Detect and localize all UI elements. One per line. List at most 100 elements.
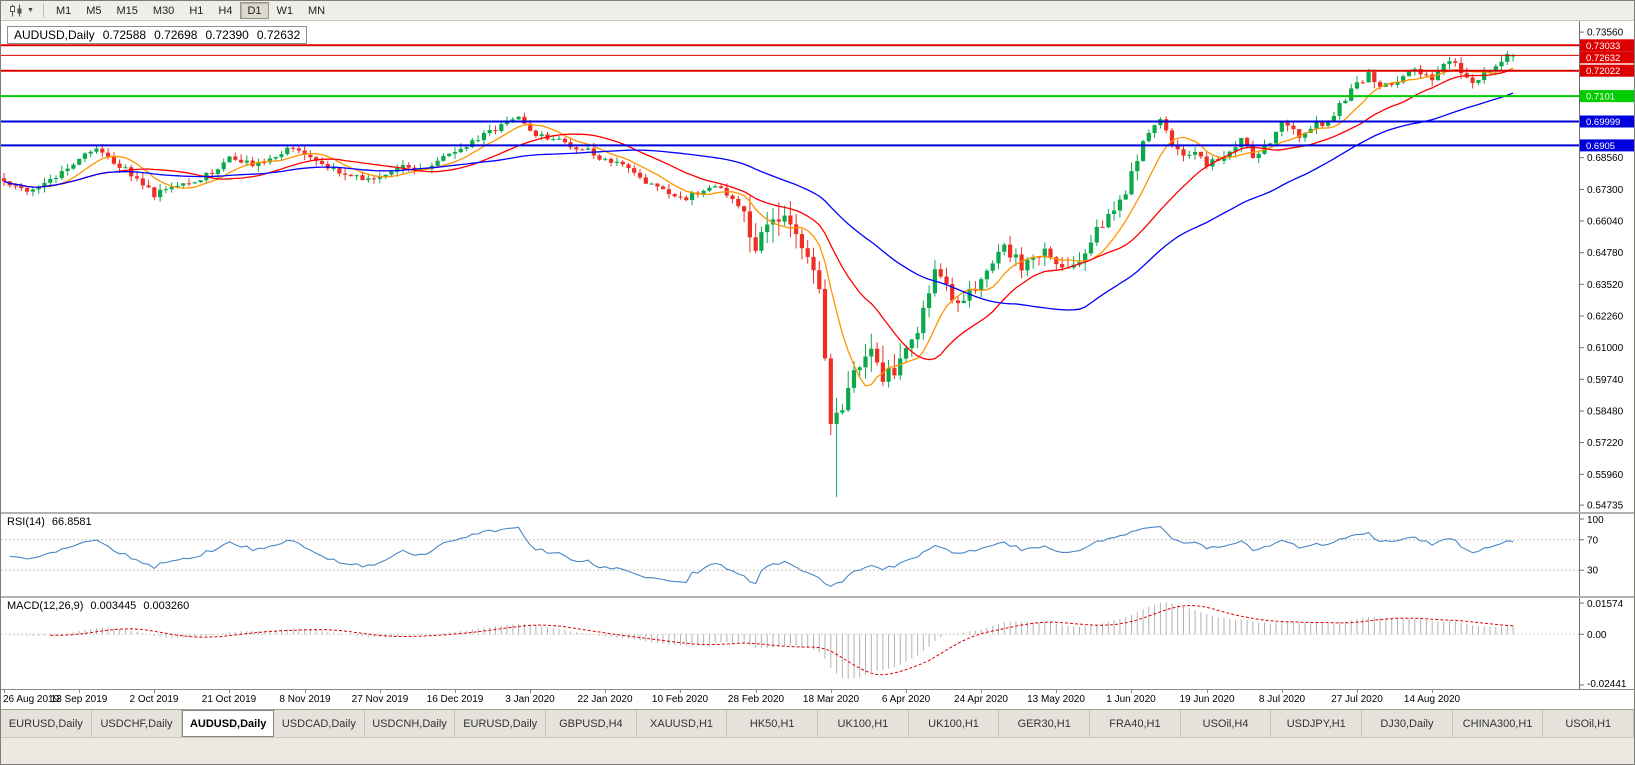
svg-text:0.73560: 0.73560 xyxy=(1587,28,1624,39)
date-label: 22 Jan 2020 xyxy=(577,694,633,705)
timeframe-button-m1[interactable]: M1 xyxy=(55,5,72,17)
macd-value: 0.003445 xyxy=(90,600,137,612)
chart-tab-eurusd-daily[interactable]: EURUSD,Daily xyxy=(455,710,547,737)
svg-text:100: 100 xyxy=(1587,515,1604,526)
svg-text:0.68560: 0.68560 xyxy=(1587,153,1624,164)
date-label: 18 Mar 2020 xyxy=(802,694,860,705)
date-label: 13 Sep 2019 xyxy=(50,694,108,705)
svg-text:0.61000: 0.61000 xyxy=(1587,343,1624,354)
chart-tab-usdcnh-daily[interactable]: USDCNH,Daily xyxy=(364,710,456,737)
chart-symbol-period: AUDUSD,Daily xyxy=(14,28,95,42)
price-tag-0.72022 xyxy=(1580,64,1634,77)
date-label: 16 Dec 2019 xyxy=(426,694,484,705)
chart-tab-hk50-h1[interactable]: HK50,H1 xyxy=(727,710,819,737)
timeframe-button-h1[interactable]: H1 xyxy=(189,5,204,17)
chart-tab-usdjpy-h1[interactable]: USDJPY,H1 xyxy=(1271,710,1363,737)
moving-average-45-line xyxy=(3,92,1514,311)
timeframe-button-m5[interactable]: M5 xyxy=(86,5,102,17)
macd-histogram xyxy=(9,602,1514,679)
chart-tab-usdchf-daily[interactable]: USDCHF,Daily xyxy=(91,710,183,737)
timeframe-button-h4[interactable]: H4 xyxy=(218,5,233,17)
svg-text:-0.02441: -0.02441 xyxy=(1587,679,1627,689)
time-tick xyxy=(530,690,531,693)
rsi-name: RSI(14) xyxy=(7,516,45,528)
time-tick xyxy=(1357,690,1358,693)
svg-text:0.58480: 0.58480 xyxy=(1587,407,1624,418)
status-bar xyxy=(1,737,1634,764)
time-tick xyxy=(1207,690,1208,693)
time-tick xyxy=(79,690,80,693)
timeframe-button-w1[interactable]: W1 xyxy=(276,5,294,17)
moving-average-8-line xyxy=(3,67,1514,387)
timeframe-button-m30[interactable]: M30 xyxy=(152,5,175,17)
ohlc-open: 0.72588 xyxy=(102,28,147,42)
date-label: 27 Nov 2019 xyxy=(351,694,409,705)
chart-tab-usoil-h4[interactable]: USOil,H4 xyxy=(1180,710,1272,737)
macd-signal-value: 0.003260 xyxy=(143,600,190,612)
timeframe-buttons: M1 M5 M15 M30 H1 H4 D1 W1 MN xyxy=(49,2,332,19)
time-tick xyxy=(680,690,681,693)
chart-tab-uk100-h1[interactable]: UK100,H1 xyxy=(818,710,909,737)
svg-text:0.64780: 0.64780 xyxy=(1587,248,1624,259)
rsi-axis: 100 70 30 xyxy=(1579,514,1634,596)
chart-tab-fra40-h1[interactable]: FRA40,H1 xyxy=(1090,710,1181,737)
chart-tab-uk100-h1[interactable]: UK100,H1 xyxy=(908,710,1000,737)
panel-divider[interactable] xyxy=(1,596,1634,598)
rsi-panel[interactable]: RSI(14) 66.8581 100 70 30 xyxy=(1,514,1635,596)
date-label: 24 Apr 2020 xyxy=(954,694,1008,705)
svg-text:0.59740: 0.59740 xyxy=(1587,375,1624,386)
chart-tab-ger30-h1[interactable]: GER30,H1 xyxy=(999,710,1091,737)
chart-type-button[interactable]: ▼ xyxy=(5,2,38,20)
chart-tab-gbpusd-h4[interactable]: GBPUSD,H4 xyxy=(546,710,637,737)
svg-text:0.69999: 0.69999 xyxy=(1586,117,1620,128)
time-tick xyxy=(605,690,606,693)
price-axis: 0.73560 0.68560 0.67300 0.66040 0.64780 0.635… xyxy=(1579,21,1634,512)
toolbar-separator xyxy=(42,3,44,18)
date-label: 27 Jul 2020 xyxy=(1331,694,1383,705)
time-tick xyxy=(756,690,757,693)
date-label: 1 Jun 2020 xyxy=(1106,694,1156,705)
date-label: 2 Oct 2019 xyxy=(129,694,179,705)
candles-layer xyxy=(1,51,1516,497)
svg-text:0.62260: 0.62260 xyxy=(1587,312,1624,323)
svg-text:0.00: 0.00 xyxy=(1587,630,1607,641)
timeframe-toolbar: ▼ M1 M5 M15 M30 H1 H4 D1 W1 MN xyxy=(1,1,1634,21)
chart-tab-eurusd-daily[interactable]: EURUSD,Daily xyxy=(1,710,92,737)
macd-panel[interactable]: MACD(12,26,9) 0.003445 0.003260 0.01574 0… xyxy=(1,598,1635,689)
svg-text:0.01574: 0.01574 xyxy=(1587,599,1624,610)
svg-text:0.54735: 0.54735 xyxy=(1587,501,1624,512)
time-tick xyxy=(380,690,381,693)
macd-signal-line xyxy=(50,604,1514,676)
chart-tab-usdcad-daily[interactable]: USDCAD,Daily xyxy=(274,710,365,737)
time-tick xyxy=(154,690,155,693)
price-chart-canvas[interactable]: 0.73560 0.68560 0.67300 0.66040 0.64780 0.635… xyxy=(1,21,1635,512)
time-tick xyxy=(981,690,982,693)
chart-tab-usoil-h1[interactable]: USOil,H1 xyxy=(1543,710,1634,737)
macd-canvas[interactable]: 0.01574 0.00 -0.02441 xyxy=(1,598,1635,689)
chart-tab-xauusd-h1[interactable]: XAUUSD,H1 xyxy=(636,710,728,737)
chart-title: AUDUSD,Daily 0.72588 0.72698 0.72390 0.7… xyxy=(7,26,308,44)
svg-text:0.72632: 0.72632 xyxy=(1586,53,1620,64)
timeframe-button-d1[interactable]: D1 xyxy=(240,2,269,19)
price-chart-panel[interactable]: AUDUSD,Daily 0.72588 0.72698 0.72390 0.7… xyxy=(1,21,1635,512)
date-label: 10 Feb 2020 xyxy=(651,694,709,705)
date-label: 8 Jul 2020 xyxy=(1258,694,1306,705)
ohlc-high: 0.72698 xyxy=(154,28,198,42)
timeframe-button-m15[interactable]: M15 xyxy=(116,5,138,17)
chart-tab-dj30-daily[interactable]: DJ30,Daily xyxy=(1362,710,1453,737)
chart-tab-audusd-daily[interactable]: AUDUSD,Daily xyxy=(182,710,275,737)
chart-tab-china300-h1[interactable]: CHINA300,H1 xyxy=(1452,710,1544,737)
panel-divider[interactable] xyxy=(1,512,1634,514)
time-axis[interactable]: 26 Aug 2019 13 Sep 2019 2 Oct 2019 21 Oct 2… xyxy=(1,689,1634,709)
rsi-canvas[interactable]: 100 70 30 xyxy=(1,514,1635,596)
time-tick xyxy=(4,690,5,693)
svg-text:0.67300: 0.67300 xyxy=(1587,185,1624,196)
timeframe-button-mn[interactable]: MN xyxy=(308,5,326,17)
price-tag-0.72632 xyxy=(1580,51,1634,64)
date-label: 26 Aug 2019 xyxy=(3,694,60,705)
date-label: 21 Oct 2019 xyxy=(201,694,257,705)
svg-text:0.6905: 0.6905 xyxy=(1586,141,1615,152)
date-label: 14 Aug 2020 xyxy=(1403,694,1461,705)
time-tick xyxy=(1282,690,1283,693)
